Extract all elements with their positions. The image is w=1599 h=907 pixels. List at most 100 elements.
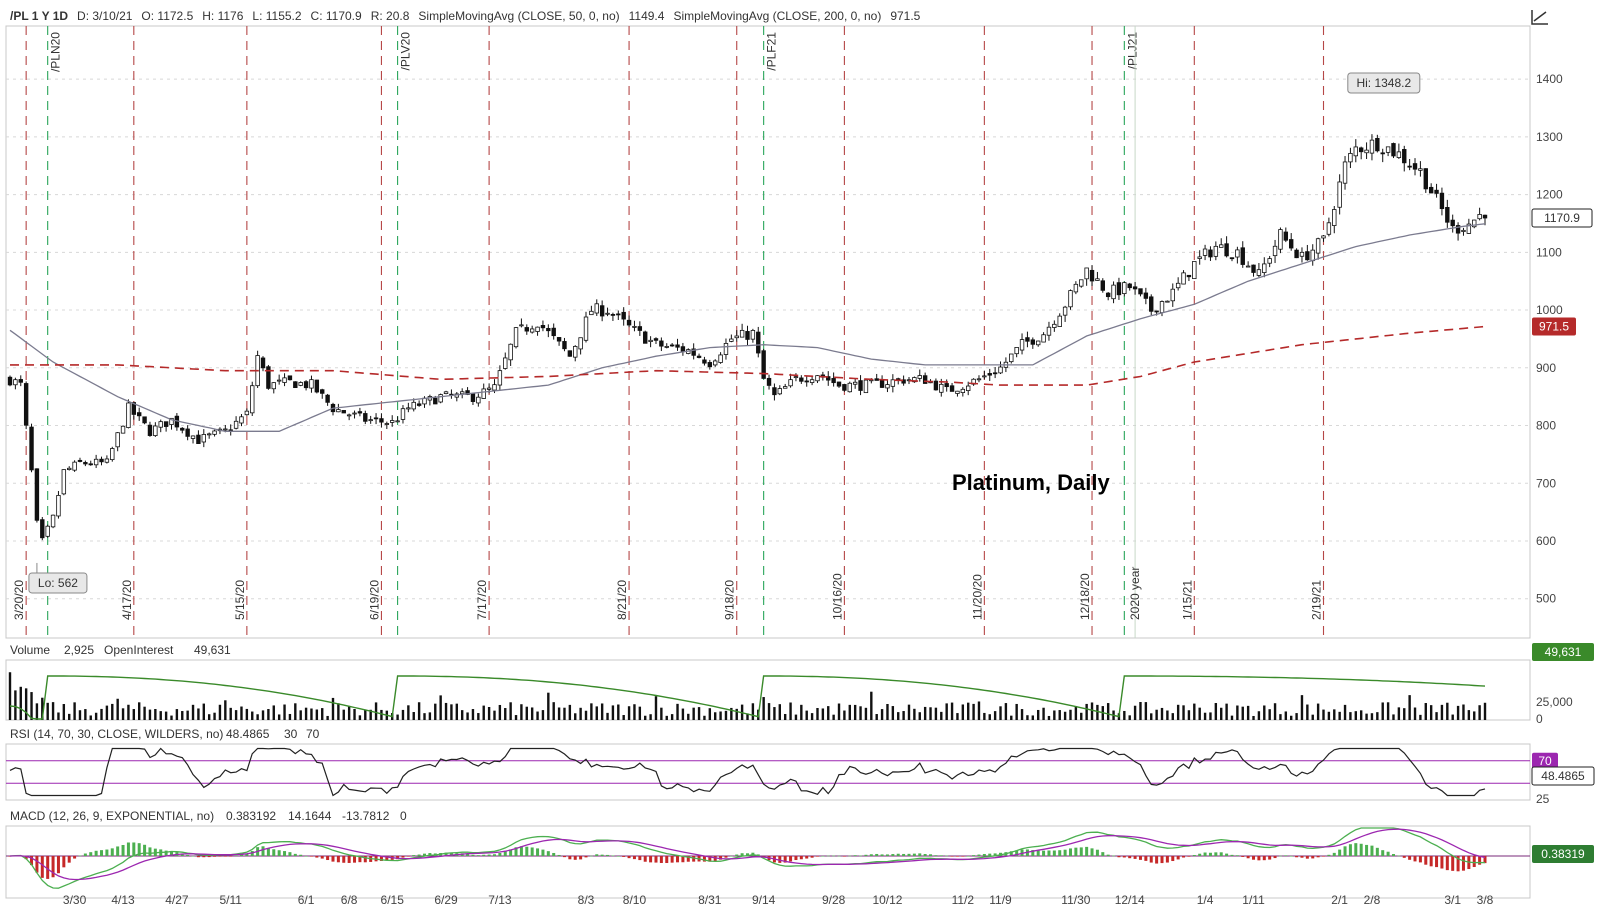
volume-bar — [509, 702, 512, 720]
symbol-label[interactable]: /PL 1 Y 1D — [10, 9, 68, 23]
macd-bar — [659, 856, 663, 863]
volume-bar — [832, 714, 835, 720]
volume-bar — [299, 710, 302, 720]
volume-bar — [956, 713, 959, 720]
candle — [266, 364, 271, 390]
candle — [1256, 263, 1262, 278]
candle — [702, 356, 707, 366]
volume-bar — [1403, 708, 1406, 720]
date-tick-label: 8/31 — [698, 893, 722, 907]
macd-bar — [670, 856, 674, 863]
macd-bar — [853, 855, 857, 856]
sma50-legend[interactable]: SimpleMovingAvg (CLOSE, 50, 0, no) — [418, 9, 619, 23]
macd-bar — [1343, 846, 1347, 856]
sma200-legend[interactable]: SimpleMovingAvg (CLOSE, 200, 0, no) — [673, 9, 881, 23]
candle — [739, 323, 745, 338]
macd-bar — [315, 856, 319, 858]
volume-bar — [1020, 709, 1024, 720]
volume-bar — [1306, 704, 1309, 720]
candle — [1482, 214, 1488, 226]
macd-bar — [444, 852, 448, 856]
macd-bar — [336, 856, 340, 863]
volume-bar — [277, 714, 281, 720]
volume-bar — [794, 714, 798, 720]
volume-bar — [105, 705, 109, 720]
date-tick-label: 11/30 — [1061, 893, 1090, 907]
volume-bar — [1193, 703, 1196, 720]
macd-avg: 14.1644 — [288, 809, 332, 823]
macd-label[interactable]: MACD (12, 26, 9, EXPONENTIAL, no) — [10, 809, 214, 823]
candle — [1407, 159, 1412, 171]
candle — [863, 379, 869, 394]
candle — [61, 469, 67, 496]
candle — [589, 305, 594, 316]
volume-bar — [1381, 702, 1384, 720]
macd-bar — [923, 853, 927, 856]
macd-bar — [46, 856, 50, 879]
volume-bar — [89, 715, 92, 720]
candle — [1089, 265, 1095, 287]
candle — [852, 378, 858, 389]
rsi-label[interactable]: RSI (14, 70, 30, CLOSE, WILDERS, no) — [10, 727, 223, 741]
volume-bar — [993, 711, 997, 720]
macd-bar — [83, 853, 87, 856]
volume-bar — [439, 695, 442, 720]
price-axis: 500 600 700 800 900 1000 1100 1200 1300 1400 1170.… — [1531, 72, 1593, 606]
macd-bar — [546, 851, 550, 856]
volume-bar — [412, 712, 415, 720]
volume-bar — [778, 704, 781, 720]
candle — [29, 423, 34, 473]
oi-label[interactable]: OpenInterest — [104, 643, 174, 657]
event-line-label: 12/18/20 — [1078, 573, 1092, 620]
drawing-tool-icon[interactable] — [1531, 10, 1548, 25]
macd-bar — [627, 856, 631, 859]
macd-bar — [907, 853, 911, 856]
candle — [470, 392, 476, 405]
macd-bar — [1122, 856, 1126, 858]
volume-bar — [1047, 715, 1051, 720]
macd-bar — [73, 856, 77, 859]
rsi-panel — [5, 743, 1531, 801]
candle — [1052, 320, 1057, 332]
candle — [276, 374, 282, 385]
macd-bar — [492, 854, 496, 856]
volume-bar — [1419, 714, 1422, 720]
volume-bar — [272, 705, 275, 720]
volume-label[interactable]: Volume — [10, 643, 50, 657]
candle — [960, 387, 966, 397]
candle — [1122, 281, 1127, 297]
macd-bar — [1230, 854, 1234, 856]
candle — [56, 491, 61, 519]
expiry-line-label: /PLN20 — [49, 32, 63, 72]
volume-bar — [644, 715, 647, 720]
candle — [777, 385, 782, 396]
oi-value: 49,631 — [194, 643, 231, 657]
volume-bar — [789, 702, 792, 720]
volume-bar — [692, 707, 695, 720]
macd-bar — [1208, 852, 1212, 856]
candle — [206, 432, 212, 439]
candle — [594, 299, 599, 316]
volume-bar — [649, 714, 652, 720]
candle — [1477, 207, 1482, 221]
date-tick-label: 6/1 — [298, 893, 315, 907]
volume-bar — [1349, 712, 1352, 720]
volume-bar — [783, 713, 787, 720]
candle — [1299, 247, 1305, 263]
macd-bar — [1456, 856, 1460, 872]
macd-bar — [562, 856, 566, 858]
candle — [842, 383, 847, 392]
macd-bar — [24, 856, 28, 860]
candle — [416, 400, 422, 407]
chart-header: /PL 1 Y 1D D: 3/10/21 O: 1172.5 H: 1176 … — [10, 9, 921, 23]
volume-bar — [514, 715, 518, 720]
candle — [723, 338, 729, 360]
candle — [955, 390, 960, 397]
volume-bar — [487, 707, 491, 720]
macd-bar — [1085, 846, 1089, 856]
macd-bar — [1036, 850, 1040, 856]
volume-bar — [68, 713, 71, 720]
macd-bar — [794, 856, 798, 861]
macd-bar — [509, 849, 513, 856]
volume-bar — [536, 711, 539, 720]
